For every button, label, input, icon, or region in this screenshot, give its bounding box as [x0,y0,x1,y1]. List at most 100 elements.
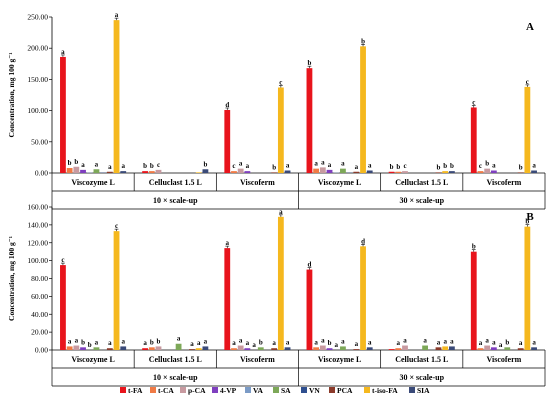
bar-t-CA [66,346,73,350]
significance-letter: a [279,208,283,216]
bar-PCA [353,171,360,173]
significance-letter: d [307,261,311,269]
legend-swatch-p-CA [180,387,186,393]
bar-SIA [202,169,209,173]
bar-t-FA [388,171,395,173]
significance-letter: a [177,335,181,343]
category-label: Viscoferm [487,355,522,364]
bar-SIA [202,346,209,350]
bar-t-iso-FA [277,87,284,173]
bar-p-CA [155,169,162,173]
bar-4-VP [326,169,333,173]
bar-p-CA [155,346,162,350]
bar-t-CA [66,168,73,173]
y-tick-label: 160.00 [27,203,48,212]
bar-t-FA [306,68,313,173]
significance-letter: b [81,338,85,346]
legend-label: t-iso-FA [372,386,398,395]
bar-t-FA [470,251,477,350]
significance-letter: c [157,161,160,169]
significance-letter: a [423,337,427,345]
bar-t-FA [388,349,395,350]
bar-p-CA [319,345,326,350]
bar-SA [93,169,100,173]
significance-letter: a [75,337,79,345]
chart-legend: t-FA t-CA p-CA 4-VP VA SA VN PCA t-iso-FA SIA [120,386,430,395]
legend-label: p-CA [188,386,206,395]
bar-t-iso-FA [524,226,531,350]
significance-letter: a [341,160,345,168]
significance-letter: a [341,337,345,345]
significance-letter: c [279,79,282,87]
significance-letter: a [226,239,230,247]
legend-swatch-PCA [329,387,335,393]
significance-letter: c [526,78,529,86]
bar-SIA [366,170,373,173]
bar-SA [175,343,182,350]
significance-letter: a [239,160,243,168]
significance-letter: c [472,98,475,106]
significance-letter: a [232,339,236,347]
bar-t-CA [148,347,155,350]
significance-letter: b [450,162,454,170]
bar-SIA [531,347,537,350]
significance-letter: b [390,163,394,171]
bar-t-CA [148,171,155,173]
legend-swatch-VN [301,387,307,393]
significance-letter: a [286,162,290,170]
bar-PCA [517,348,524,350]
significance-letter: a [197,339,201,347]
category-label: Celluclast 1.5 L [395,178,448,187]
significance-letter: d [361,237,365,245]
y-tick-label: 0.00 [35,169,48,178]
bar-t-iso-FA [442,171,449,173]
bar-4-VP [80,347,86,350]
bar-SIA [449,171,455,173]
significance-letter: c [403,162,406,170]
legend-label: PCA [337,386,353,395]
legend-swatch-SA [273,387,279,393]
bar-PCA [435,347,442,350]
bar-t-iso-FA [360,246,366,350]
legend-swatch-4-VP [212,387,218,393]
significance-letter: a [532,338,536,346]
legend-label: VN [309,386,320,395]
panel-a: 0.00 50.00 100.00 150.00 200.00 250.00 Concent… [7,11,546,210]
panel-label: B [526,211,534,223]
significance-letter: c [61,256,64,264]
category-label: Viscozyme L [318,178,361,187]
panel-b: 0.00 20.00 40.00 60.00 80.00 100.00 120.00 140.… [7,203,546,387]
significance-letter: a [492,338,496,346]
bar-t-iso-FA [360,46,366,173]
y-tick-label: 100.00 [27,106,48,115]
bar-t-FA [306,269,313,350]
bar-SIA [531,170,537,173]
significance-letter: b [396,163,400,171]
significance-letter: a [239,337,243,345]
bar-SA [422,345,428,350]
bar-t-FA [60,56,66,173]
significance-letter: a [81,161,85,169]
significance-letter: a [108,339,112,347]
bar-PCA [353,349,360,350]
significance-letter: a [314,338,318,346]
bar-PCA [271,348,278,350]
significance-letter: a [368,162,372,170]
significance-letter: a [479,339,483,347]
bar-SA [93,347,100,350]
significance-letter: a [519,339,523,347]
bar-PCA [271,172,278,173]
significance-letter: b [505,338,509,346]
category-label: Viscozyme L [318,355,361,364]
bar-t-CA [395,171,402,173]
significance-letter: a [246,339,250,347]
bar-t-iso-FA [195,172,202,173]
bar-t-iso-FA [195,348,202,350]
significance-letter: a [321,158,325,166]
bar-p-CA [402,171,408,173]
legend-swatch-t-FA [120,387,126,393]
bar-t-FA [224,109,231,173]
y-tick-label: 0.00 [35,346,48,355]
group-label: 30 × scale-up [399,373,444,382]
